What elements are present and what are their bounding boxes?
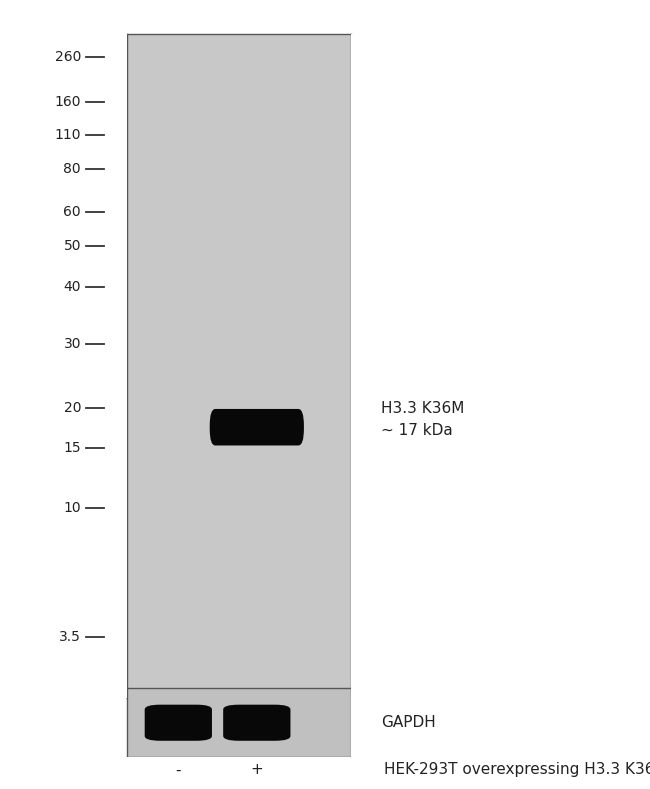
Text: 60: 60 <box>64 205 81 219</box>
Text: 20: 20 <box>64 401 81 415</box>
Text: H3.3 K36M
~ 17 kDa: H3.3 K36M ~ 17 kDa <box>381 401 464 438</box>
Text: 30: 30 <box>64 337 81 350</box>
Text: 80: 80 <box>64 162 81 176</box>
Text: 15: 15 <box>64 442 81 455</box>
FancyBboxPatch shape <box>223 705 291 741</box>
Text: 40: 40 <box>64 280 81 294</box>
Text: 10: 10 <box>64 501 81 515</box>
Text: 50: 50 <box>64 239 81 252</box>
Text: 3.5: 3.5 <box>59 630 81 644</box>
Text: 260: 260 <box>55 50 81 63</box>
Text: +: + <box>250 762 263 777</box>
Text: 160: 160 <box>55 95 81 110</box>
Text: HEK-293T overexpressing H3.3 K36M: HEK-293T overexpressing H3.3 K36M <box>384 762 650 777</box>
Text: 110: 110 <box>55 128 81 142</box>
Text: -: - <box>176 762 181 777</box>
FancyBboxPatch shape <box>210 409 304 446</box>
Text: GAPDH: GAPDH <box>381 715 436 731</box>
FancyBboxPatch shape <box>145 705 212 741</box>
